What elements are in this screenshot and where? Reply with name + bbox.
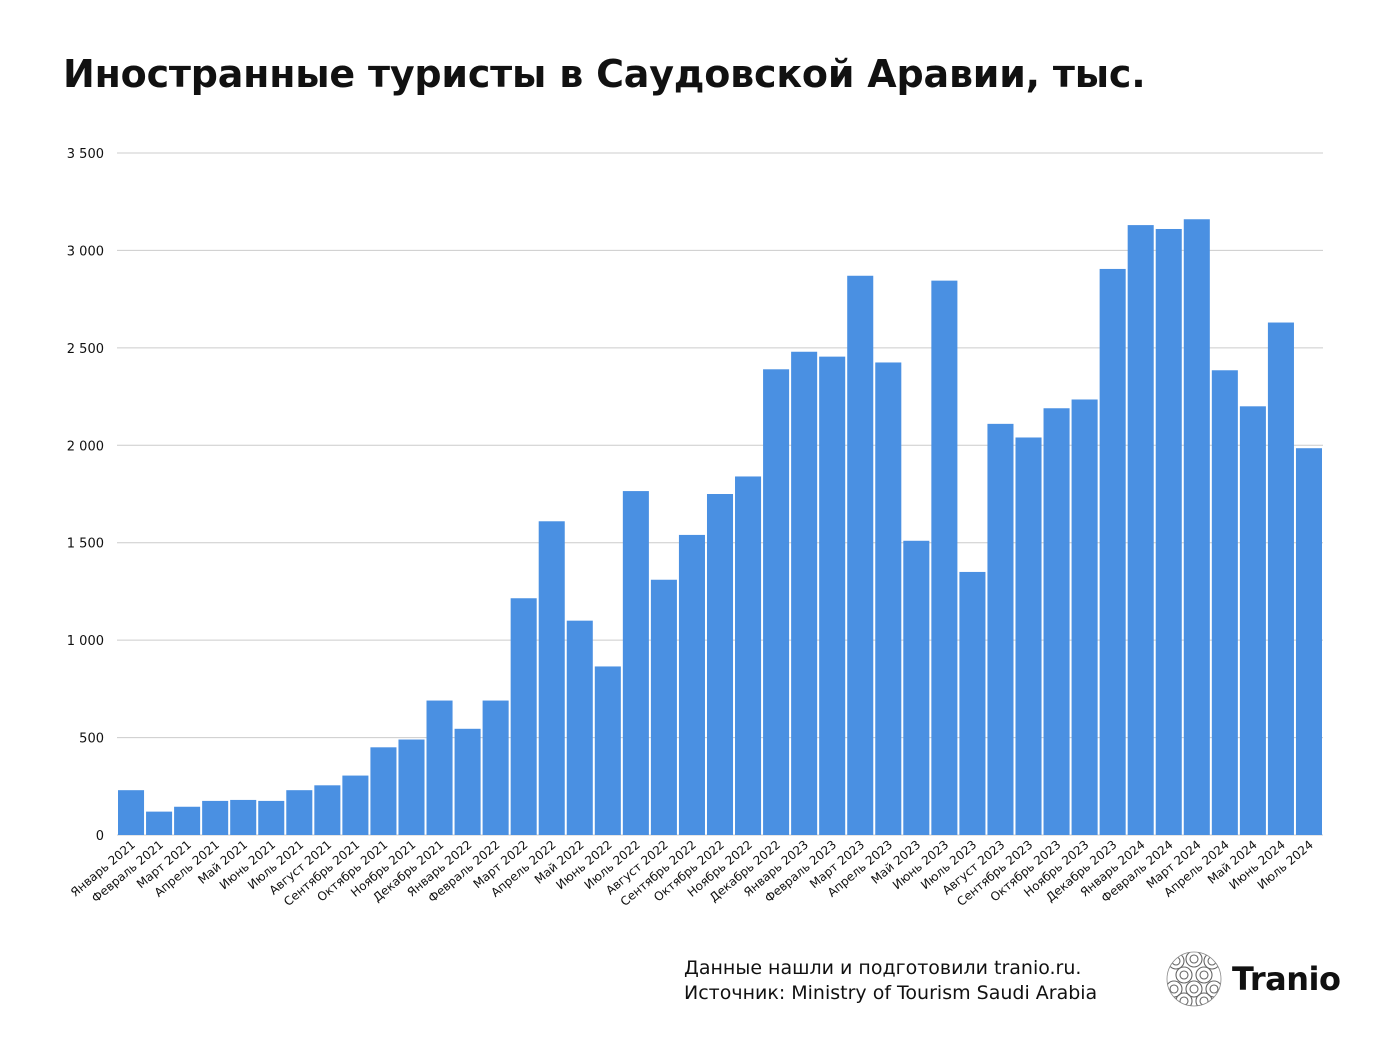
bar bbox=[146, 811, 173, 835]
bar bbox=[398, 739, 425, 835]
brand-name: Tranio bbox=[1232, 960, 1341, 998]
bar-chart: 0 500 1 000 1 500 2 000 2 500 3 000 3 500 Январ… bbox=[67, 147, 1323, 909]
y-tick-label: 3 000 bbox=[67, 244, 104, 259]
bar bbox=[118, 790, 145, 835]
footer-credit: Данные нашли и подготовили tranio.ru. bbox=[684, 957, 1082, 979]
bar bbox=[1295, 448, 1322, 835]
bar bbox=[370, 747, 397, 835]
bar bbox=[931, 280, 958, 835]
bar bbox=[202, 800, 229, 835]
bar bbox=[426, 700, 453, 835]
bar bbox=[875, 362, 902, 835]
y-tick-label: 1 000 bbox=[67, 634, 104, 649]
bar bbox=[987, 423, 1014, 835]
bar bbox=[342, 775, 369, 835]
bar bbox=[622, 491, 649, 835]
chart-title: Иностранные туристы в Саудовской Аравии,… bbox=[63, 52, 1146, 96]
y-tick-label: 3 500 bbox=[67, 147, 104, 162]
bar bbox=[230, 799, 257, 835]
bar bbox=[538, 521, 565, 835]
bar bbox=[174, 806, 201, 835]
bar bbox=[510, 598, 537, 835]
bar bbox=[1239, 406, 1266, 835]
bar bbox=[258, 800, 285, 835]
bar bbox=[1211, 370, 1238, 835]
bar bbox=[1267, 322, 1294, 835]
bar bbox=[903, 540, 930, 835]
bars bbox=[118, 219, 1322, 836]
bar bbox=[706, 494, 734, 835]
y-tick-label: 1 500 bbox=[67, 537, 104, 552]
bar bbox=[650, 579, 677, 835]
bar bbox=[1127, 225, 1154, 836]
bar bbox=[847, 275, 874, 835]
bar bbox=[819, 356, 846, 835]
bar bbox=[763, 369, 790, 835]
bar bbox=[1015, 437, 1042, 835]
y-tick-label: 500 bbox=[79, 732, 104, 747]
bar bbox=[482, 700, 509, 835]
y-tick-label: 2 000 bbox=[67, 439, 104, 454]
bar bbox=[735, 476, 762, 835]
tranio-logo-icon bbox=[1166, 951, 1222, 1007]
bar bbox=[1099, 268, 1126, 835]
footer-source: Источник: Ministry of Tourism Saudi Arab… bbox=[684, 982, 1098, 1004]
y-tick-label: 2 500 bbox=[67, 342, 104, 357]
bar bbox=[1183, 219, 1210, 835]
bar bbox=[1155, 228, 1182, 836]
y-tick-label: 0 bbox=[96, 829, 104, 844]
bar bbox=[594, 666, 621, 835]
bar bbox=[959, 571, 986, 835]
bar bbox=[1071, 399, 1098, 835]
bar bbox=[791, 351, 818, 835]
brand: Tranio bbox=[1166, 951, 1341, 1007]
bar bbox=[314, 785, 341, 835]
bar bbox=[454, 728, 481, 835]
bar bbox=[1043, 408, 1070, 835]
bar bbox=[286, 790, 313, 835]
chart-footer: Данные нашли и подготовили tranio.ru. Ис… bbox=[684, 956, 1097, 1006]
bar bbox=[566, 620, 593, 835]
y-axis-ticks: 0 500 1 000 1 500 2 000 2 500 3 000 3 500 bbox=[67, 147, 104, 844]
bar bbox=[678, 534, 705, 835]
